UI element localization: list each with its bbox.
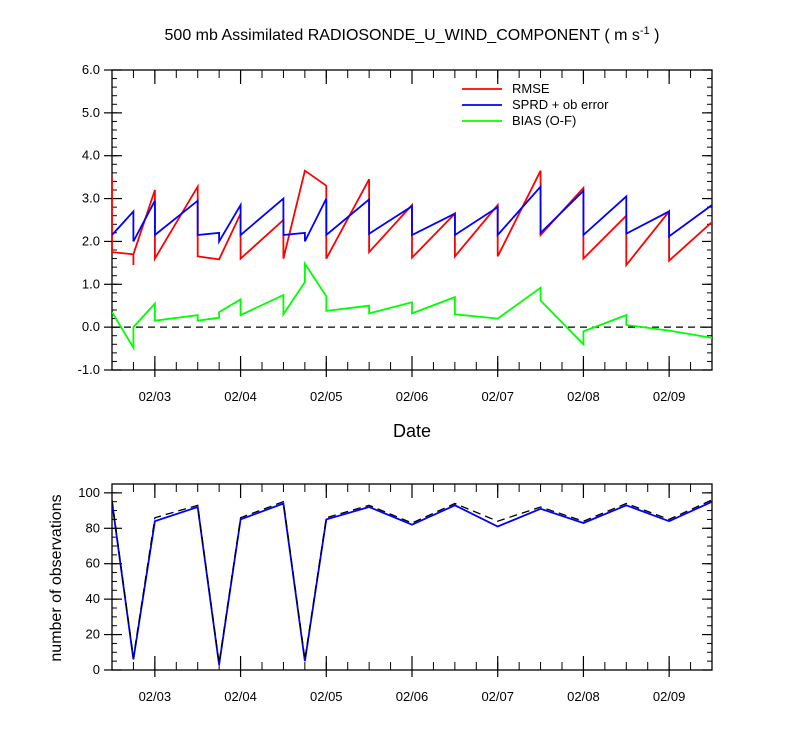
x-tick-label: 02/06 bbox=[396, 689, 429, 704]
x-tick-label: 02/08 bbox=[567, 389, 600, 404]
series-line-bias-o-f bbox=[112, 260, 712, 351]
y-tick-label: 6.0 bbox=[82, 62, 100, 77]
x-tick-label: 02/09 bbox=[653, 689, 686, 704]
x-tick-label: 02/08 bbox=[567, 689, 600, 704]
y-tick-label: 0.0 bbox=[82, 319, 100, 334]
y-tick-label: 2.0 bbox=[82, 233, 100, 248]
y-tick-label: 100 bbox=[78, 485, 100, 500]
x-tick-label: 02/04 bbox=[224, 389, 257, 404]
chart-title: 500 mb Assimilated RADIOSONDE_U_WIND_COM… bbox=[165, 25, 660, 44]
y-tick-label: 1.0 bbox=[82, 276, 100, 291]
series-line-possible bbox=[112, 499, 712, 663]
x-tick-label: 02/05 bbox=[310, 689, 343, 704]
y-tick-label: 60 bbox=[86, 556, 100, 571]
x-tick-label: 02/03 bbox=[139, 689, 172, 704]
chart-title-superscript: -1 bbox=[640, 25, 650, 37]
x-tick-label: 02/07 bbox=[481, 689, 514, 704]
x-tick-label: 02/06 bbox=[396, 389, 429, 404]
y-tick-label: 3.0 bbox=[82, 191, 100, 206]
y-tick-label: 20 bbox=[86, 627, 100, 642]
legend-label: BIAS (O-F) bbox=[512, 113, 576, 128]
y-tick-label: 4.0 bbox=[82, 148, 100, 163]
x-tick-label: 02/03 bbox=[139, 389, 172, 404]
chart-title-suffix: ) bbox=[650, 27, 660, 44]
y-tick-label: -1.0 bbox=[78, 362, 100, 377]
x-tick-label: 02/05 bbox=[310, 389, 343, 404]
plot-frame bbox=[111, 483, 713, 671]
x-axis-label: Date bbox=[393, 421, 431, 441]
chart-title-text: 500 mb Assimilated RADIOSONDE_U_WIND_COM… bbox=[165, 27, 640, 44]
bottom-plot: 0 20 40 60 80 100 02/03 02/04 02/05 02/06 02/07 02/… bbox=[78, 483, 713, 704]
y-tick-label: 40 bbox=[86, 591, 100, 606]
series-line-sprd-ob-error bbox=[112, 184, 712, 245]
y-axis-label: number of observations bbox=[48, 494, 65, 661]
x-tick-label: 02/09 bbox=[653, 389, 686, 404]
series-line-assimilated bbox=[112, 500, 712, 665]
top-plot: -1.0 0.0 1.0 2.0 3.0 4.0 5.0 6.0 02/03 02/04 02/05… bbox=[78, 62, 713, 404]
y-tick-label: 0 bbox=[93, 662, 100, 677]
y-tick-label: 5.0 bbox=[82, 105, 100, 120]
legend-label: RMSE bbox=[512, 81, 550, 96]
legend-label: SPRD + ob error bbox=[512, 97, 609, 112]
x-tick-label: 02/04 bbox=[224, 689, 257, 704]
x-tick-label: 02/07 bbox=[481, 389, 514, 404]
y-tick-label: 80 bbox=[86, 520, 100, 535]
